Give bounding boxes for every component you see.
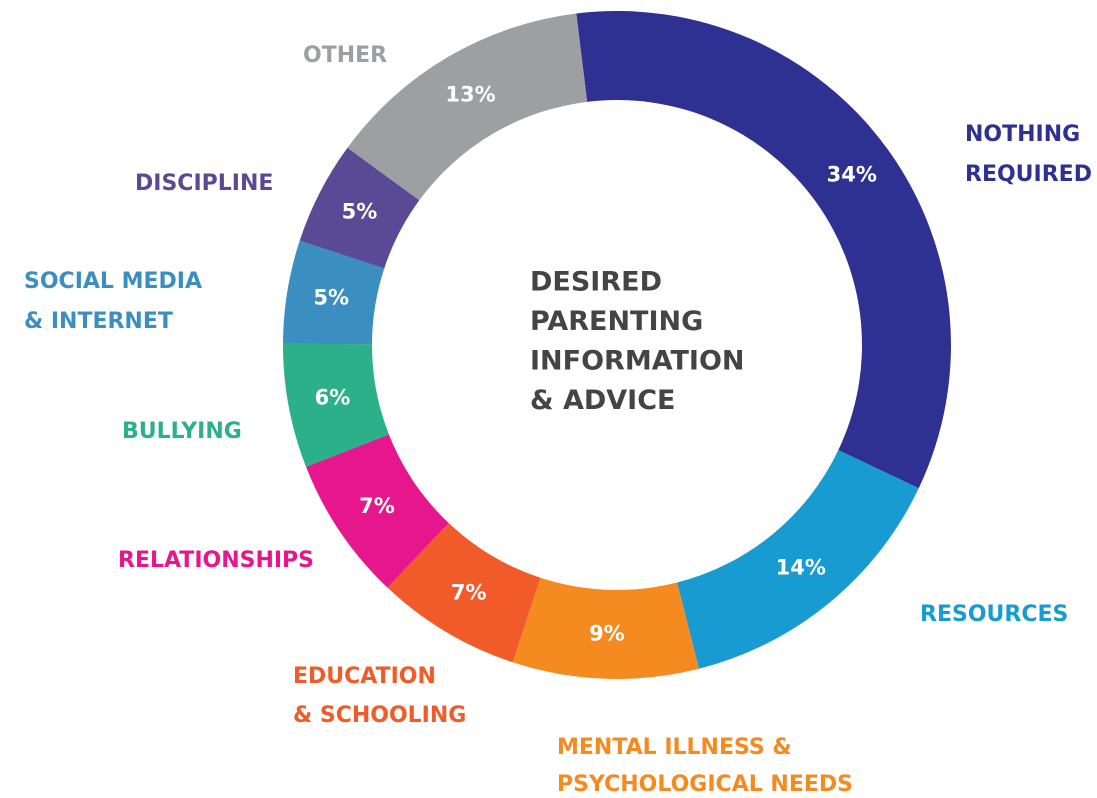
category-label: NOTHING (965, 122, 1080, 147)
value-label: 5% (313, 286, 349, 310)
category-label: & SCHOOLING (293, 703, 466, 728)
category-label: RELATIONSHIPS (118, 548, 314, 573)
donut-slice (306, 434, 449, 588)
value-label: 6% (315, 385, 351, 409)
value-label: 14% (776, 556, 826, 580)
value-label: 9% (589, 621, 625, 645)
value-label: 7% (359, 494, 395, 518)
center-title: & ADVICE (530, 385, 675, 416)
donut-slice (299, 147, 420, 269)
category-label: DISCIPLINE (135, 171, 273, 196)
category-label: & INTERNET (24, 309, 173, 334)
category-label: BULLYING (122, 419, 242, 444)
category-label: REQUIRED (965, 162, 1092, 187)
category-label: SOCIAL MEDIA (24, 269, 202, 294)
center-title: INFORMATION (530, 346, 745, 377)
category-label: EDUCATION (293, 664, 436, 689)
value-label: 5% (342, 200, 378, 224)
category-label: RESOURCES (920, 602, 1068, 627)
value-label: 7% (451, 581, 487, 605)
donut-slice (283, 343, 389, 467)
donut-slice (283, 240, 385, 345)
donut-slice (387, 523, 541, 663)
center-title: DESIRED (530, 267, 662, 298)
donut-slice (576, 11, 951, 489)
value-label: 34% (827, 163, 877, 187)
category-label: MENTAL ILLNESS & (557, 735, 792, 760)
value-label: 13% (445, 82, 495, 106)
category-label: OTHER (303, 43, 387, 68)
donut-slice (677, 450, 919, 669)
center-title: PARENTING (530, 306, 703, 337)
donut-slice (512, 577, 699, 679)
donut-slice (347, 13, 588, 201)
category-label: PSYCHOLOGICAL NEEDS (557, 772, 853, 797)
